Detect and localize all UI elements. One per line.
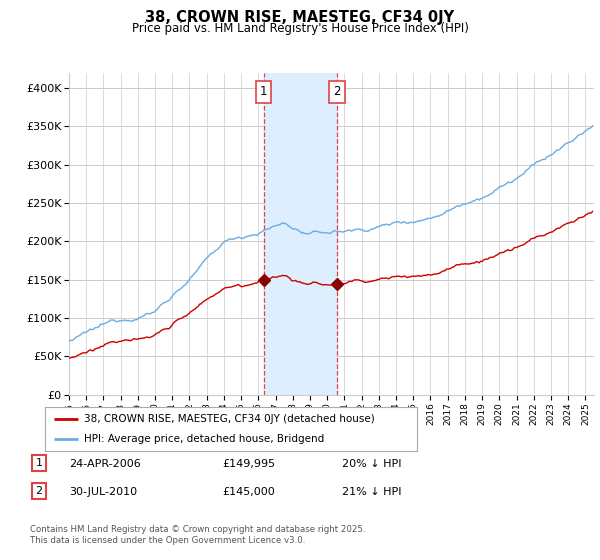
Text: 38, CROWN RISE, MAESTEG, CF34 0JY (detached house): 38, CROWN RISE, MAESTEG, CF34 0JY (detac… [84, 414, 375, 424]
Bar [263, 73, 337, 395]
Text: HPI: Average price, detached house, Bridgend: HPI: Average price, detached house, Brid… [84, 434, 325, 444]
Text: Contains HM Land Registry data © Crown copyright and database right 2025.
This d: Contains HM Land Registry data © Crown c… [30, 525, 365, 545]
Text: 1: 1 [35, 458, 43, 468]
Text: 38, CROWN RISE, MAESTEG, CF34 0JY: 38, CROWN RISE, MAESTEG, CF34 0JY [145, 10, 455, 25]
Text: 21% ↓ HPI: 21% ↓ HPI [342, 487, 401, 497]
Text: 2: 2 [334, 86, 341, 99]
Text: 1: 1 [260, 86, 267, 99]
Text: 30-JUL-2010: 30-JUL-2010 [69, 487, 137, 497]
Text: 20% ↓ HPI: 20% ↓ HPI [342, 459, 401, 469]
Text: £145,000: £145,000 [222, 487, 275, 497]
Text: 2: 2 [35, 486, 43, 496]
Text: 24-APR-2006: 24-APR-2006 [69, 459, 141, 469]
Text: Price paid vs. HM Land Registry's House Price Index (HPI): Price paid vs. HM Land Registry's House … [131, 22, 469, 35]
Text: £149,995: £149,995 [222, 459, 275, 469]
